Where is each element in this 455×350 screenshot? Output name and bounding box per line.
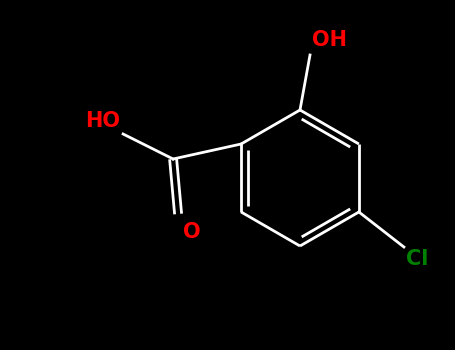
Text: HO: HO: [85, 111, 120, 131]
Text: Cl: Cl: [406, 249, 428, 269]
Text: OH: OH: [312, 30, 347, 50]
Text: O: O: [183, 222, 201, 242]
